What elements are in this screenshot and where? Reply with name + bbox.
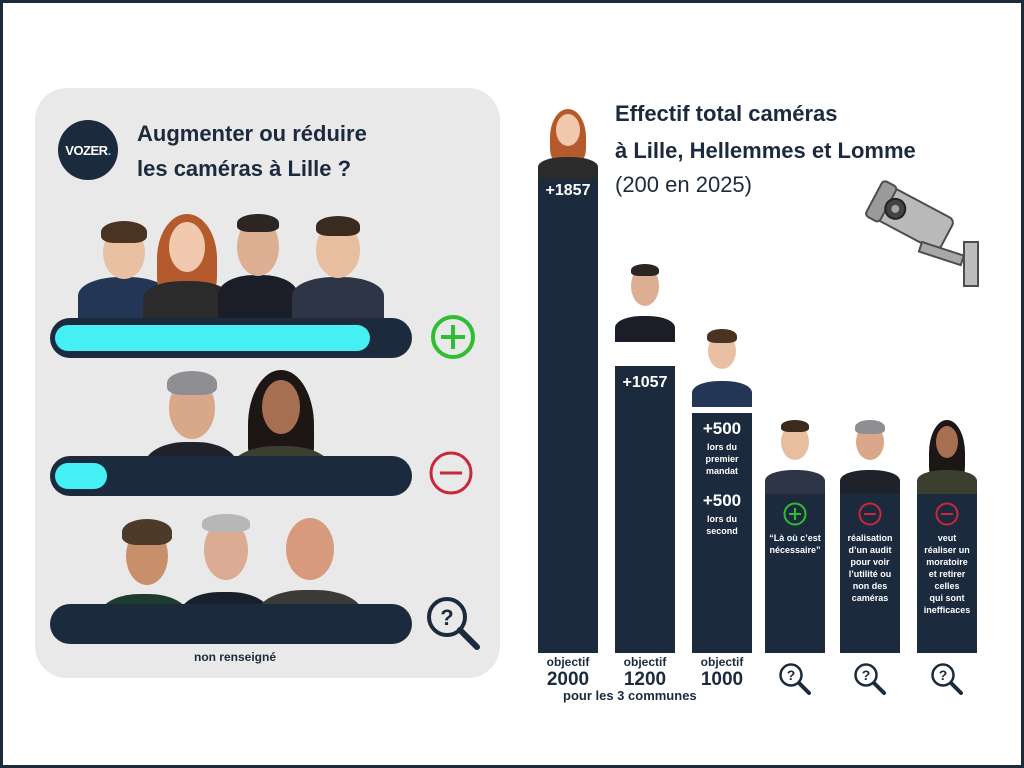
candidate-photo [78, 213, 170, 319]
bar-label: +500 [702, 491, 742, 510]
question-magnifier-icon: ? [427, 597, 480, 650]
candidate-photo [143, 210, 231, 319]
stance-bar-decrease [50, 456, 412, 496]
panel-title-line1: Augmenter ou réduire [137, 121, 367, 146]
objective-label: objectif 1000 [684, 655, 760, 691]
logo-text: VOZER [65, 142, 108, 158]
unknown-stance-label: non renseigné [193, 650, 276, 664]
plus-icon [431, 315, 475, 359]
svg-text:?: ? [862, 667, 871, 683]
svg-text:?: ? [440, 605, 453, 630]
minus-icon [858, 502, 882, 526]
objective-value: 1000 [700, 669, 744, 690]
bar-label: +1057 [622, 374, 668, 391]
bar-c3 [692, 413, 752, 653]
candidate-photo [538, 107, 598, 179]
stance-text: “Là où c’est nécessaire” [769, 533, 821, 555]
candidate-photo [292, 210, 384, 319]
candidate-photo [218, 208, 298, 319]
objective-label: objectif 2000 [530, 655, 606, 691]
chart-subtitle: (200 en 2025) [615, 172, 752, 197]
chart-title-line2: à Lille, Hellemmes et Lomme [615, 138, 916, 163]
objective-word: objectif [546, 655, 590, 669]
stance-text: réalisation d’un audit pour voir l’utilité … [847, 533, 893, 603]
panel-title: Augmenter ou réduire les caméras à Lille… [137, 116, 367, 186]
svg-text:?: ? [787, 667, 796, 683]
candidate-photo [692, 327, 752, 407]
objective-word: objectif [700, 655, 744, 669]
stance-column [840, 494, 900, 653]
vozer-logo: VOZER. [58, 120, 118, 180]
chart-title-line1: Effectif total caméras [615, 101, 838, 126]
objective-word: objectif [623, 655, 667, 669]
candidate-photo [840, 418, 900, 494]
stance-column [917, 494, 977, 653]
svg-text:?: ? [939, 667, 948, 683]
objective-value: 2000 [546, 669, 590, 690]
minus-icon [935, 502, 959, 526]
bar-annotation: lors du second [706, 514, 738, 536]
objective-label: objectif 1200 [607, 655, 683, 691]
question-magnifier-icon: ? [854, 663, 886, 695]
stance-column [765, 494, 825, 653]
security-camera-icon [865, 180, 979, 287]
objectives-footnote: pour les 3 communes [563, 688, 697, 703]
question-magnifier-icon: ? [931, 663, 963, 695]
bar-annotation: lors du premier mandat [705, 442, 739, 476]
chart-title: Effectif total caméras à Lille, Hellemme… [615, 95, 916, 169]
logo-dot: . [107, 142, 112, 158]
panel-title-line2: les caméras à Lille ? [137, 156, 352, 181]
objective-value: 1200 [623, 669, 667, 690]
stance-bar-fill-decrease [55, 463, 107, 489]
stance-bar-increase [50, 318, 412, 358]
candidate-photo [917, 418, 977, 494]
stance-text: veut réaliser un moratoire et retirer celles… [923, 533, 971, 615]
minus-icon [429, 451, 473, 495]
plus-icon [783, 502, 807, 526]
bar-label: +500 [702, 419, 742, 438]
stance-bar-unknown [50, 604, 412, 644]
question-magnifier-icon: ? [779, 663, 811, 695]
stance-bar-fill-increase [55, 325, 370, 351]
bar-c1 [538, 174, 598, 653]
candidate-photo [765, 418, 825, 494]
bar-label: +1857 [545, 182, 591, 199]
candidate-photo [615, 262, 675, 342]
bar-c2 [615, 366, 675, 653]
